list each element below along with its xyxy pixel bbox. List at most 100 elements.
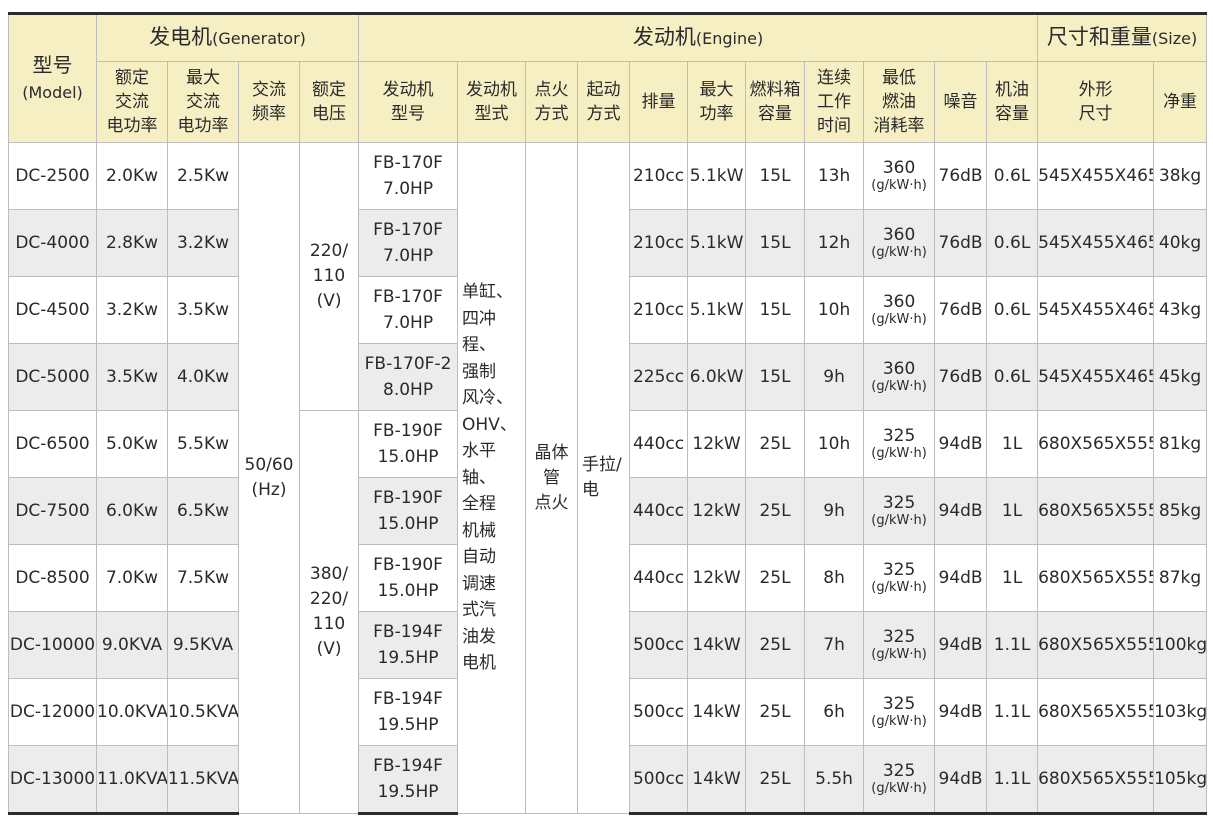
tank-cell: 15L xyxy=(745,209,806,277)
engine-model-cell-line: 15.0HP xyxy=(377,581,439,601)
rated-power-cell: 5.0Kw xyxy=(96,410,168,478)
col-header-line: 交流 xyxy=(186,92,220,112)
displacement-cell: 440cc xyxy=(629,544,689,612)
max-output-cell: 12kW xyxy=(687,410,747,478)
col-header-line: 燃料箱 xyxy=(749,80,801,100)
consumption-cell: 360 (g/kW·h) xyxy=(863,209,936,277)
engine-type-cell-line: 风冷、 xyxy=(462,388,514,409)
col-header-ac-freq: 交流 频率 xyxy=(238,61,300,143)
oil-cell: 0.6L xyxy=(986,276,1039,344)
consumption-value: 360 xyxy=(882,225,916,245)
col-header-line: 机油 xyxy=(995,80,1030,100)
col-header-line: 外形 xyxy=(1078,80,1113,100)
engine-model-cell-line: 15.0HP xyxy=(377,514,439,534)
max-power-cell: 2.5Kw xyxy=(167,142,239,210)
col-header-net-weight: 净重 xyxy=(1153,61,1208,143)
tank-cell: 25L xyxy=(745,611,806,679)
frequency-cell-line: 50/60 xyxy=(244,455,294,475)
runtime-cell: 5.5h xyxy=(804,745,865,815)
consumption-cell: 325 (g/kW·h) xyxy=(863,611,936,679)
model-cell: DC-10000 xyxy=(8,611,97,679)
col-header-line: 额定 xyxy=(115,68,149,88)
engine-group-header: 发动机(Engine) xyxy=(358,12,1039,62)
runtime-cell: 9h xyxy=(804,477,865,545)
tank-cell: 25L xyxy=(745,544,806,612)
consumption-unit: (g/kW·h) xyxy=(871,580,927,595)
model-cell: DC-4000 xyxy=(8,209,97,277)
noise-cell: 76dB xyxy=(934,142,988,210)
consumption-value: 360 xyxy=(882,158,916,178)
col-header-start: 起动 方式 xyxy=(577,61,631,143)
engine-type-cell-line: 全程 xyxy=(462,494,497,515)
noise-cell: 76dB xyxy=(934,209,988,277)
voltage-cell-b-line: (V) xyxy=(316,639,342,659)
col-header-tank: 燃料箱 容量 xyxy=(745,61,806,143)
col-header-line: 容量 xyxy=(758,104,793,124)
col-header-line: 燃油 xyxy=(882,92,917,112)
engine-model-cell: FB-190F 15.0HP xyxy=(358,477,459,545)
engine-model-cell-line: 15.0HP xyxy=(377,447,439,467)
voltage-cell-a-line: (V) xyxy=(316,291,342,311)
table-row: DC-5000 3.5Kw 4.0Kw FB-170F-2 8.0HP 225cc 6.0k… xyxy=(8,343,1208,411)
engine-model-cell: FB-170F 7.0HP xyxy=(358,142,459,210)
consumption-cell: 360 (g/kW·h) xyxy=(863,343,936,411)
consumption-cell: 325 (g/kW·h) xyxy=(863,678,936,746)
consumption-cell: 325 (g/kW·h) xyxy=(863,410,936,478)
max-output-cell: 5.1kW xyxy=(687,142,747,210)
engine-model-cell-line: FB-170F xyxy=(373,153,443,173)
col-header-line: 电功率 xyxy=(177,116,229,136)
runtime-cell: 6h xyxy=(804,678,865,746)
consumption-value: 325 xyxy=(882,694,916,714)
runtime-cell: 8h xyxy=(804,544,865,612)
model-header-zh: 型号 xyxy=(32,52,73,77)
runtime-cell: 7h xyxy=(804,611,865,679)
consumption-unit: (g/kW·h) xyxy=(871,446,927,461)
engine-model-cell: FB-194F 19.5HP xyxy=(358,611,459,679)
tank-cell: 15L xyxy=(745,142,806,210)
rated-power-cell: 7.0Kw xyxy=(96,544,168,612)
consumption-value: 325 xyxy=(882,560,916,580)
generator-group-header: 发电机(Generator) xyxy=(95,12,360,62)
max-output-cell: 14kW xyxy=(687,745,747,815)
col-header-line: 噪音 xyxy=(943,92,978,112)
rated-power-cell: 2.8Kw xyxy=(96,209,168,277)
consumption-unit: (g/kW·h) xyxy=(871,245,927,260)
column-header-row: 额定 交流 电功率 最大 交流 电功率 交流 频率 额定 电压 发动机 型号 发动机 型式 点火 方式 起动 方式… xyxy=(9,61,1208,143)
voltage-cell-b: 380/220/110 (V) xyxy=(298,410,360,814)
table-row: DC-12000 10.0KVA 10.5KVA FB-194F 19.5HP 500cc… xyxy=(8,678,1208,746)
spec-table-container: 型号 (Model) 发电机(Generator) 发动机(Engine) 尺寸… xyxy=(8,12,1208,815)
col-header-line: 功率 xyxy=(699,104,734,124)
model-cell: DC-2500 xyxy=(8,142,97,210)
consumption-unit: (g/kW·h) xyxy=(871,513,927,528)
col-header-rated-power: 额定 交流 电功率 xyxy=(96,61,168,143)
weight-cell: 105kg xyxy=(1153,745,1208,815)
generator-header-en: (Generator) xyxy=(212,29,306,48)
dimensions-cell: 680X565X555 xyxy=(1037,410,1155,478)
col-header-line: 方式 xyxy=(586,104,621,124)
oil-cell: 1.1L xyxy=(986,678,1039,746)
table-row: DC-13000 11.0KVA 11.5KVA FB-194F 19.5HP 500cc… xyxy=(8,745,1208,815)
dimensions-cell: 680X565X555 xyxy=(1037,611,1155,679)
consumption-value: 360 xyxy=(882,359,916,379)
engine-model-cell: FB-170F 7.0HP xyxy=(358,276,459,344)
max-output-cell: 6.0kW xyxy=(687,343,747,411)
model-header: 型号 (Model) xyxy=(8,12,97,143)
displacement-cell: 210cc xyxy=(629,276,689,344)
col-header-line: 最低 xyxy=(882,68,917,88)
oil-cell: 0.6L xyxy=(986,209,1039,277)
noise-cell: 76dB xyxy=(934,343,988,411)
table-row: DC-8500 7.0Kw 7.5Kw FB-190F 15.0HP 440cc 12kW 2… xyxy=(8,544,1208,612)
tank-cell: 25L xyxy=(745,410,806,478)
max-power-cell: 4.0Kw xyxy=(167,343,239,411)
generator-spec-table: 型号 (Model) 发电机(Generator) 发动机(Engine) 尺寸… xyxy=(8,12,1208,815)
col-header-runtime: 连续 工作 时间 xyxy=(804,61,865,143)
consumption-unit: (g/kW·h) xyxy=(871,379,927,394)
col-header-line: 电功率 xyxy=(106,116,158,136)
rated-power-cell: 3.5Kw xyxy=(96,343,168,411)
col-header-rated-voltage: 额定 电压 xyxy=(298,61,360,143)
col-header-ignition: 点火 方式 xyxy=(525,61,579,143)
col-header-displacement: 排量 xyxy=(629,61,689,143)
engine-type-cell-line: 强制 xyxy=(462,361,497,382)
max-power-cell: 5.5Kw xyxy=(167,410,239,478)
tank-cell: 25L xyxy=(745,745,806,815)
